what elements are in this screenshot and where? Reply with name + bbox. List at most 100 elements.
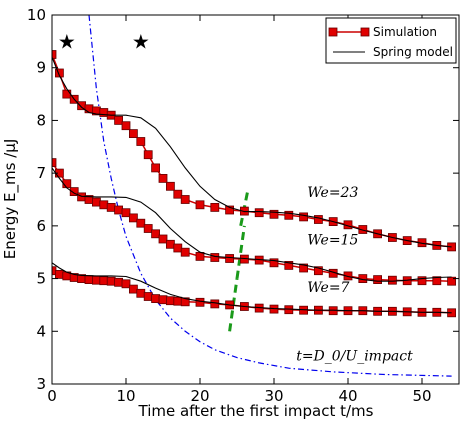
simulation-marker-we23-27 [313,215,323,224]
simulation-marker-we23-0 [52,50,57,59]
simulation-marker-we15-21 [225,254,235,263]
star-marker-1: ★ [132,29,150,53]
simulation-marker-we23-4 [77,101,86,111]
simulation-marker-we7-10 [121,279,131,289]
simulation-marker-we15-31 [373,275,383,285]
simulation-marker-we23-26 [299,212,309,222]
simulation-marker-we15-7 [99,200,109,210]
x-axis-title: Time after the first impact t/ms [138,402,374,420]
simulation-marker-we23-24 [269,209,279,219]
simulation-marker-we15-15 [158,234,168,244]
y-tick-label-7: 7 [36,164,46,182]
simulation-line-we23 [52,54,452,248]
annotation-0: We=23 [307,185,358,201]
simulation-marker-we15-18 [180,247,190,257]
simulation-marker-we7-20 [210,299,220,309]
labels: Time after the first impact t/ms Energy … [1,139,374,420]
simulation-marker-we15-34 [417,276,427,286]
simulation-marker-we7-11 [128,284,138,294]
x-tick-label-30: 30 [264,387,283,405]
simulation-marker-we15-10 [121,208,131,218]
axes [51,14,460,385]
star-marker-0: ★ [58,29,76,53]
ticks: 0 10 20 30 40 50 3 4 5 6 7 8 9 10 [27,6,459,405]
x-tick-label-40: 40 [338,387,357,405]
simulation-marker-we23-25 [284,210,294,220]
impact-time-curve [88,15,452,377]
simulation-marker-we7-7 [99,276,109,286]
spring-model-line-we15 [52,167,452,282]
simulation-marker-we15-6 [92,197,101,207]
simulation-marker-we15-0 [52,158,57,168]
simulation-marker-we23-23 [254,208,264,218]
y-tick-label-8: 8 [36,111,46,129]
simulation-marker-we7-5 [84,275,94,285]
spring-model-line-we7 [52,262,452,314]
simulation-marker-we23-5 [84,104,94,114]
annotation-3: t=D_0/U_impact [296,348,413,364]
simulation-marker-we7-12 [136,288,146,298]
simulation-marker-we7-19 [195,297,205,307]
clipped-plot: ★ ★ [52,15,457,377]
simulation-marker-we15-9 [114,205,123,215]
x-tick-label-50: 50 [412,387,431,405]
simulation-marker-we7-17 [173,296,183,306]
simulation-marker-we23-19 [195,200,205,210]
y-tick-label-5: 5 [36,270,46,288]
simulation-marker-we23-14 [151,163,161,173]
simulation-marker-we15-17 [173,243,183,253]
simulation-marker-we23-20 [210,202,220,212]
simulation-marker-we7-15 [158,295,168,305]
simulation-marker-we7-1 [55,269,64,279]
simulation-marker-we15-19 [195,251,205,261]
simulation-marker-we7-18 [180,297,190,307]
simulation-marker-we7-6 [92,275,101,285]
x-tick-label-20: 20 [190,387,209,405]
simulation-marker-we15-35 [432,276,442,286]
simulation-marker-we23-1 [55,68,64,78]
simulation-marker-we15-32 [387,275,397,285]
legend: Simulation Spring model [325,17,457,64]
legend-box [325,17,457,64]
simulation-marker-we23-15 [158,173,168,183]
x-tick-label-0: 0 [47,387,57,405]
y-tick-label-9: 9 [36,59,46,77]
simulation-marker-we23-13 [143,150,153,160]
legend-label-spring-model: Spring model [373,45,453,59]
simulation-marker-we15-3 [69,187,79,197]
y-tick-label-10: 10 [27,6,46,24]
simulation-marker-we7-8 [106,276,116,286]
legend-marker-simulation-b [360,27,370,37]
simulation-marker-we15-25 [284,260,294,270]
simulation-marker-we15-24 [269,258,279,268]
simulation-marker-we15-11 [128,213,138,223]
simulation-marker-we15-26 [299,263,309,273]
spring-model-line-we23 [52,56,452,248]
y-tick-label-3: 3 [36,375,46,393]
legend-label-simulation: Simulation [373,25,437,39]
simulation-marker-we23-18 [180,195,190,204]
simulation-marker-we15-14 [151,229,161,239]
simulation-marker-we23-9 [114,116,123,125]
simulation-marker-we23-21 [225,205,235,215]
simulation-marker-we23-16 [165,181,175,191]
simulation-marker-we15-12 [136,218,146,228]
simulation-marker-we23-12 [136,137,146,146]
simulation-marker-we15-20 [210,253,220,262]
simulation-marker-we23-2 [62,89,72,99]
y-tick-label-4: 4 [36,322,46,340]
simulation-marker-we15-8 [106,202,116,212]
simulation-marker-we23-11 [128,129,138,139]
simulation-marker-we7-13 [143,292,153,301]
simulation-marker-we7-14 [151,294,161,304]
simulation-marker-we15-13 [143,224,153,233]
annotation-1: We=15 [307,232,358,248]
simulation-marker-we23-17 [173,189,183,199]
simulation-marker-we7-16 [165,296,175,306]
legend-marker-simulation-a [328,27,338,37]
simulation-marker-we15-16 [165,239,175,249]
simulation-marker-we23-10 [121,121,131,131]
annotation-2: We=7 [307,280,349,296]
